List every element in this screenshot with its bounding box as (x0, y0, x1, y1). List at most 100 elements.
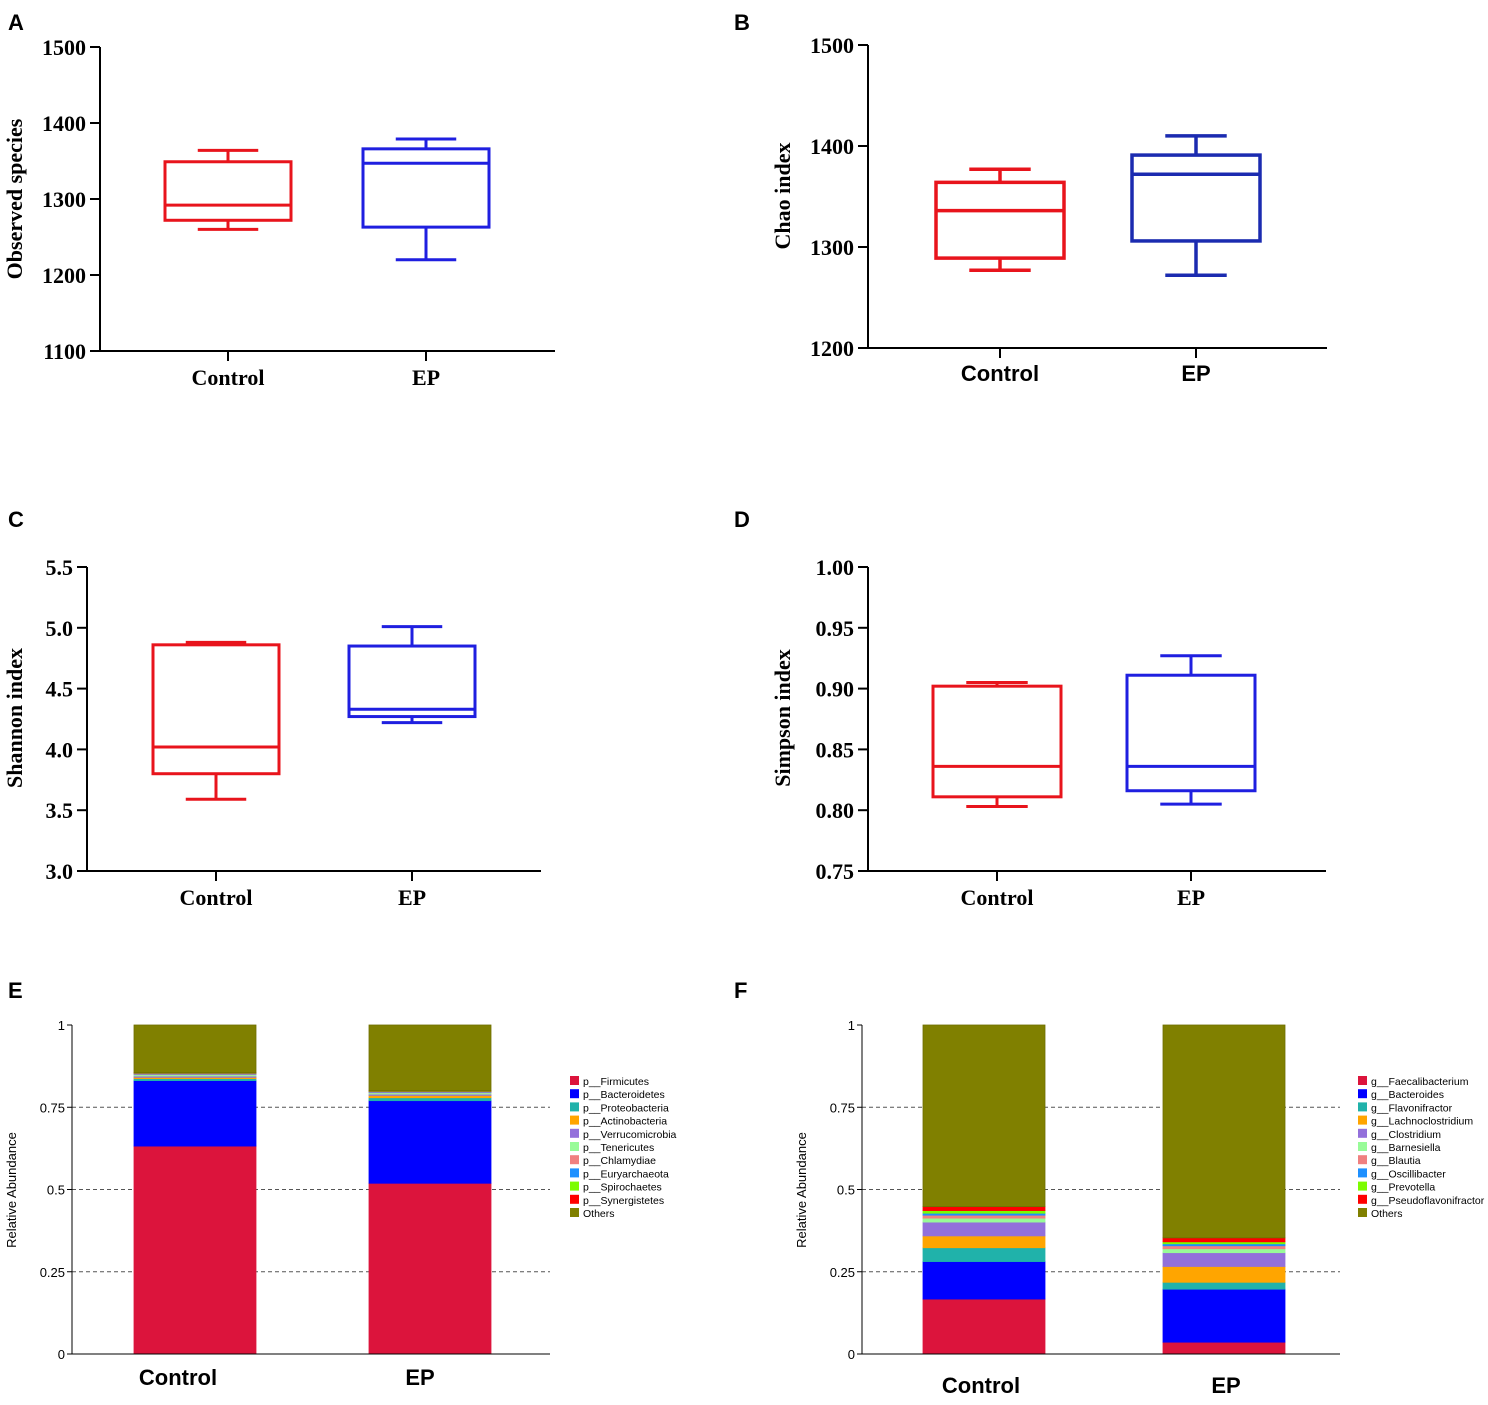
legend-label: g__Oscillibacter (1371, 1168, 1446, 1180)
legend-label: p__Synergistetes (583, 1195, 664, 1207)
panel-f: F Control EP 0 0.25 0.5 0.75 1 Relative Abundanc… (734, 978, 1485, 1398)
y-tick-label: 1400 (42, 111, 86, 136)
y-tick-label: 0.75 (40, 1100, 65, 1115)
legend-swatch (570, 1168, 579, 1178)
x-tick-label: Control (180, 885, 253, 910)
legend-label: p__Bacteroidetes (583, 1089, 665, 1101)
bar-segment (922, 1024, 1046, 1208)
legend-label: g__Lachnoclostridium (1371, 1116, 1473, 1128)
bar-segment (133, 1080, 257, 1147)
panel-letter: A (8, 10, 24, 35)
box-ep (1125, 654, 1257, 806)
legend-label: g__Flavonifractor (1371, 1102, 1453, 1114)
y-tick-label: 0.75 (816, 859, 855, 884)
bar-segment (922, 1217, 1046, 1223)
stacked-bar-ep (368, 1024, 492, 1355)
y-tick-label: 4.5 (46, 677, 74, 702)
y-tick-label: 5.5 (46, 555, 74, 580)
legend-swatch (1358, 1168, 1367, 1178)
panel-a: A 1100 1200 1300 1400 1500 Observed species Con… (2, 10, 555, 390)
y-tick-label: 0.85 (816, 737, 855, 762)
legend-swatch (570, 1076, 579, 1085)
legend-swatch (570, 1155, 579, 1165)
box-iqr (151, 643, 281, 776)
bar-segment (1162, 1341, 1286, 1355)
bar-segment (1162, 1248, 1286, 1254)
legend-label: g__Prevotella (1371, 1182, 1435, 1194)
y-axis-label: Observed species (2, 118, 27, 279)
x-tick-label: EP (1211, 1373, 1240, 1398)
legend-label: p__Spirochaetes (583, 1182, 662, 1194)
bar-segment (368, 1024, 492, 1092)
panel-letter: D (734, 507, 750, 532)
y-tick-label: 0.75 (830, 1100, 855, 1115)
bar-segment (922, 1206, 1046, 1211)
legend-swatch (1358, 1089, 1367, 1099)
stacked-bar-control (922, 1024, 1046, 1355)
box-iqr (1125, 673, 1257, 793)
bar-segment (922, 1235, 1046, 1249)
legend-label: p__Tenericutes (583, 1142, 654, 1154)
legend-label: p__Actinobacteria (583, 1116, 667, 1128)
y-tick-label: 1 (848, 1018, 855, 1033)
box-iqr (1130, 153, 1262, 243)
bar-segment (1162, 1266, 1286, 1283)
bar-segment (1162, 1288, 1286, 1343)
legend-swatch (1358, 1181, 1367, 1191)
x-tick-label: Control (961, 885, 1034, 910)
legend-swatch (1358, 1142, 1367, 1151)
x-tick-label: EP (1177, 885, 1205, 910)
stacked-bar-ep (1162, 1024, 1286, 1355)
legend-label: g__Barnesiella (1371, 1142, 1441, 1154)
panel-letter: F (734, 978, 747, 1003)
x-tick-label: EP (405, 1365, 434, 1390)
bar-segment (922, 1247, 1046, 1262)
y-tick-label: 1500 (42, 35, 86, 60)
y-tick-label: 1200 (810, 336, 854, 361)
bar-segment (368, 1182, 492, 1355)
x-tick-label: Control (942, 1373, 1020, 1398)
y-tick-label: 4.0 (46, 737, 74, 762)
legend-swatch (1358, 1208, 1367, 1217)
y-axis-label: Chao index (770, 143, 795, 250)
x-tick-label: EP (398, 885, 426, 910)
y-tick-label: 0.95 (816, 616, 855, 641)
legend-swatch (570, 1194, 579, 1204)
y-axis-label: Relative Abundance (4, 1132, 19, 1248)
bar-segment (922, 1221, 1046, 1237)
panel-b: B 1200 1300 1400 1500 Chao index Control EP (734, 10, 1327, 386)
y-tick-label: 0.80 (816, 798, 855, 823)
legend-label: Others (583, 1208, 615, 1220)
box-ep (347, 625, 477, 725)
y-tick-label: 0.5 (47, 1183, 65, 1198)
legend-swatch (1358, 1155, 1367, 1165)
legend-label: g__Clostridium (1371, 1129, 1441, 1141)
box-iqr (347, 644, 477, 719)
legend: p__Firmicutesp__Bacteroidetesp__Proteoba… (570, 1076, 677, 1220)
y-tick-label: 0.90 (816, 677, 855, 702)
bar-segment (1162, 1024, 1286, 1239)
box-iqr (163, 160, 293, 222)
box-ep (1130, 134, 1262, 278)
y-tick-label: 1.00 (816, 555, 855, 580)
bar-segment (1162, 1237, 1286, 1243)
bar-segment (1162, 1281, 1286, 1290)
panel-letter: B (734, 10, 750, 35)
y-tick-label: 1200 (42, 263, 86, 288)
box-control (151, 640, 281, 801)
box-control (163, 148, 293, 231)
y-axis-label: Relative Abundance (794, 1132, 809, 1248)
legend-label: g__Bacteroides (1371, 1089, 1444, 1101)
panel-c: C 3.0 3.5 4.0 4.5 5.0 5.5 Shannon index Control E… (2, 507, 541, 910)
y-tick-label: 0 (848, 1347, 855, 1362)
y-tick-label: 3.5 (46, 798, 74, 823)
bar-segment (922, 1214, 1046, 1219)
y-tick-label: 1500 (810, 33, 854, 58)
legend-label: Others (1371, 1208, 1403, 1220)
legend-label: p__Chlamydiae (583, 1155, 656, 1167)
legend-label: p__Euryarchaeota (583, 1168, 669, 1180)
box-iqr (934, 180, 1066, 260)
legend-swatch (570, 1208, 579, 1217)
stacked-bar-control (133, 1024, 257, 1355)
panel-e: E Control EP 0 0.25 0.5 0.75 1 Relative Abundanc… (4, 978, 677, 1390)
